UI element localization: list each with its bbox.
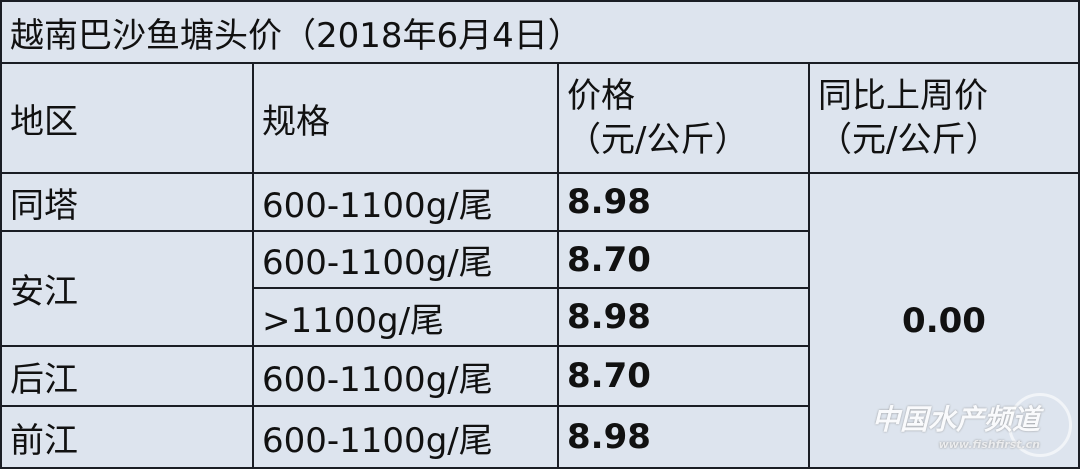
header-yoy-label: 同比上周价 [818, 76, 988, 116]
spec-cell: 600-1100g/尾 [252, 345, 559, 407]
header-spec: 规格 [252, 62, 559, 174]
region-cell: 后江 [0, 345, 254, 407]
price-cell: 8.98 [557, 405, 810, 469]
region-cell: 前江 [0, 405, 254, 469]
spec-cell: 600-1100g/尾 [252, 230, 559, 289]
table-title: 越南巴沙鱼塘头价（2018年6月4日） [0, 0, 1080, 64]
yoy-value-cell: 0.00 [808, 172, 1080, 469]
globe-logo-icon [1008, 393, 1072, 457]
watermark-text: 中国水产频道 [871, 403, 1040, 436]
region-cell: 同塔 [0, 172, 254, 232]
price-cell: 8.70 [557, 230, 810, 289]
region-cell: 安江 [0, 230, 254, 347]
price-cell: 8.98 [557, 287, 810, 347]
spec-cell: 600-1100g/尾 [252, 172, 559, 232]
header-price-label: 价格 [567, 76, 635, 116]
price-cell: 8.70 [557, 345, 810, 407]
header-price-unit: （元/公斤） [567, 120, 749, 160]
spec-cell: 600-1100g/尾 [252, 405, 559, 469]
header-region: 地区 [0, 62, 254, 174]
watermark-logo: 中国水产频道 www.fishfirst.cn [872, 398, 1040, 451]
price-cell: 8.98 [557, 172, 810, 232]
header-yoy: 同比上周价 （元/公斤） [808, 62, 1080, 174]
header-yoy-unit: （元/公斤） [818, 120, 1000, 160]
spec-cell: >1100g/尾 [252, 287, 559, 347]
header-price: 价格 （元/公斤） [557, 62, 810, 174]
watermark-url: www.fishfirst.cn [938, 438, 1040, 451]
